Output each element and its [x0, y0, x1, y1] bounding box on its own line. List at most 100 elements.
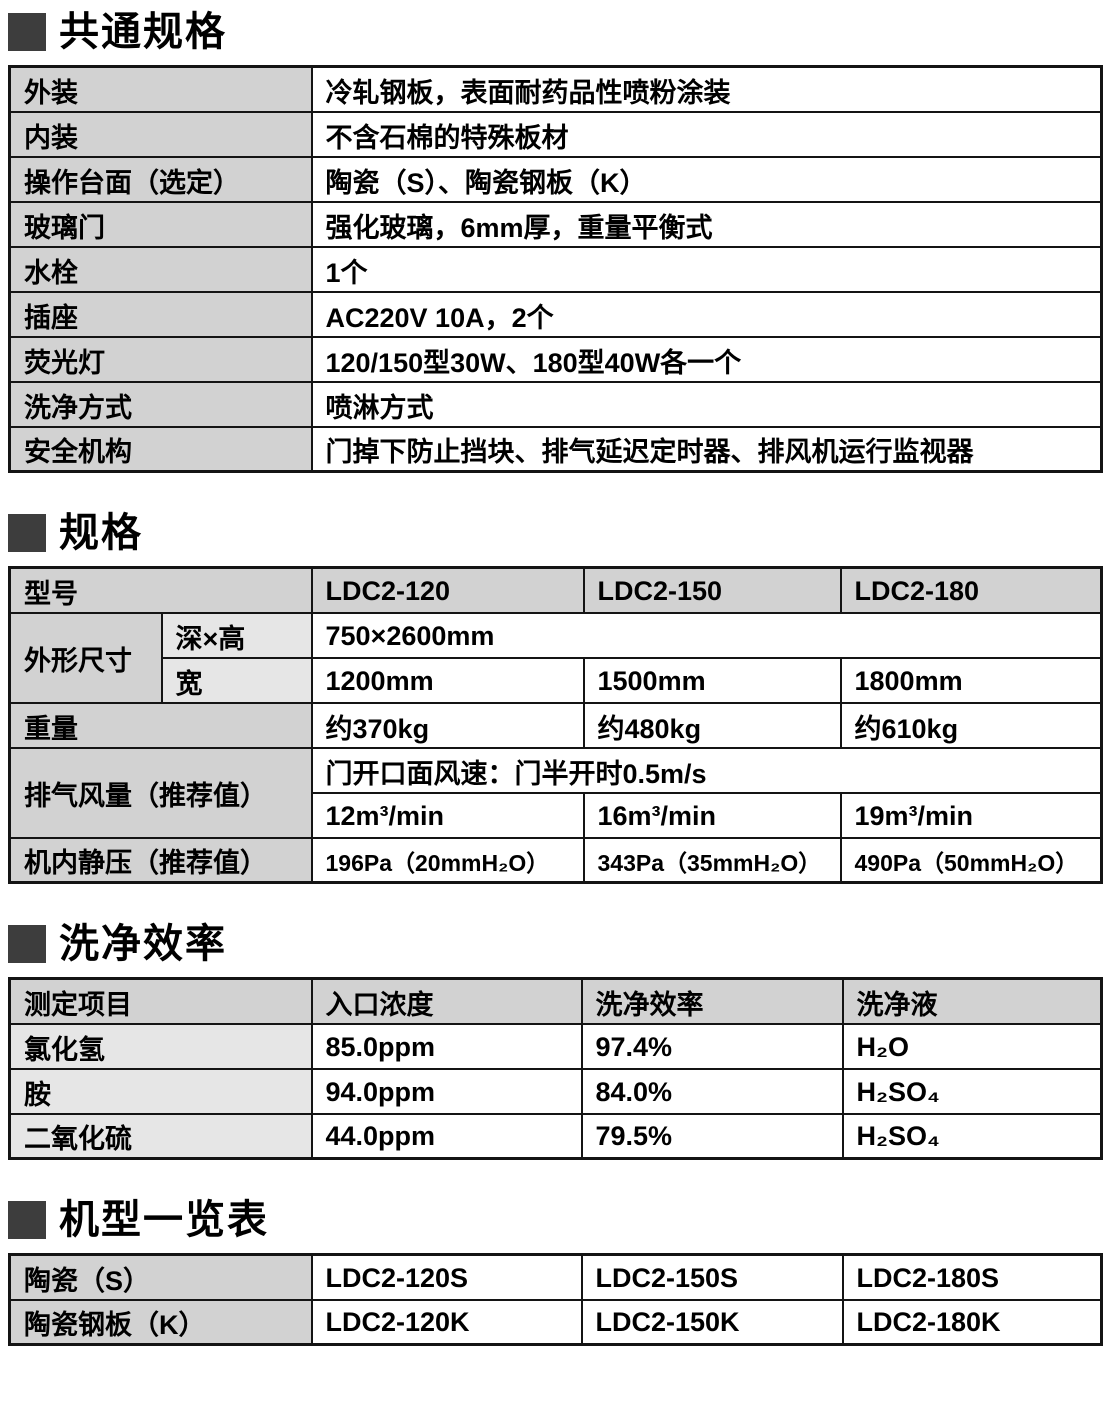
row-label-cell: 机内静压（推荐值） — [8, 836, 313, 884]
section-marker-icon — [8, 1201, 46, 1239]
spec-table: 型号 LDC2-120 LDC2-150 LDC2-180 外形尺寸 深×高 7… — [8, 566, 1103, 884]
table-row: 陶瓷钢板（K） LDC2-120K LDC2-150K LDC2-180K — [8, 1298, 1103, 1346]
row-value-cell: 1500mm — [582, 656, 842, 704]
row-value-cell: H₂SO₄ — [841, 1067, 1103, 1115]
section-title: 机型一览表 — [59, 1198, 269, 1242]
column-header-cell: 入口浓度 — [310, 977, 583, 1025]
sub-label-cell: 宽 — [160, 656, 313, 704]
row-label-cell: 洗净方式 — [8, 380, 313, 428]
row-label-cell: 荧光灯 — [8, 335, 313, 383]
row-value-cell: 约610kg — [839, 701, 1103, 749]
row-label-cell: 陶瓷（S） — [8, 1253, 313, 1301]
exhaust-note-cell: 门开口面风速：门半开时0.5m/s — [310, 746, 1103, 794]
row-value-cell: 门掉下防止挡块、排气延迟定时器、排风机运行监视器 — [310, 425, 1103, 473]
row-label-cell: 安全机构 — [8, 425, 313, 473]
table-row: 洗净方式 喷淋方式 — [8, 380, 1103, 428]
table-row: 荧光灯 120/150型30W、180型40W各一个 — [8, 335, 1103, 383]
model-list-table: 陶瓷（S） LDC2-120S LDC2-150S LDC2-180S 陶瓷钢板… — [8, 1253, 1103, 1346]
washing-efficiency-table: 测定项目 入口浓度 洗净效率 洗净液 氯化氢 85.0ppm 97.4% H₂O… — [8, 977, 1103, 1160]
row-value-cell: 196Pa（20mmH₂O） — [310, 836, 585, 884]
table-row: 型号 LDC2-120 LDC2-150 LDC2-180 — [8, 566, 1103, 614]
section-marker-icon — [8, 925, 46, 963]
row-label-cell: 重量 — [8, 701, 313, 749]
row-value-cell: 约370kg — [310, 701, 585, 749]
section-header-models: 机型一览表 — [8, 1198, 1103, 1242]
table-row: 陶瓷（S） LDC2-120S LDC2-150S LDC2-180S — [8, 1253, 1103, 1301]
row-value-cell: H₂O — [841, 1022, 1103, 1070]
row-value-cell: 喷淋方式 — [310, 380, 1103, 428]
row-label-cell: 外形尺寸 — [8, 611, 163, 704]
model-name-cell: LDC2-150 — [582, 566, 842, 614]
row-value-cell: 强化玻璃，6mm厚，重量平衡式 — [310, 200, 1103, 248]
table-row: 玻璃门 强化玻璃，6mm厚，重量平衡式 — [8, 200, 1103, 248]
section-header-washing: 洗净效率 — [8, 922, 1103, 966]
row-value-cell: 85.0ppm — [310, 1022, 583, 1070]
section-header-spec: 规格 — [8, 511, 1103, 555]
model-name-cell: LDC2-120 — [310, 566, 585, 614]
table-row: 重量 约370kg 约480kg 约610kg — [8, 701, 1103, 749]
row-value-cell: 陶瓷（S）、陶瓷钢板（K） — [310, 155, 1103, 203]
row-label-cell: 外装 — [8, 65, 313, 113]
row-label-cell: 排气风量（推荐值） — [8, 746, 313, 839]
row-value-cell: 750×2600mm — [310, 611, 1103, 659]
row-label-cell: 陶瓷钢板（K） — [8, 1298, 313, 1346]
section-title: 规格 — [59, 511, 143, 555]
model-code-cell: LDC2-180S — [841, 1253, 1103, 1301]
row-value-cell: 冷轧钢板，表面耐药品性喷粉涂装 — [310, 65, 1103, 113]
row-value-cell: 16m³/min — [582, 791, 842, 839]
row-value-cell: 1800mm — [839, 656, 1103, 704]
table-row: 氯化氢 85.0ppm 97.4% H₂O — [8, 1022, 1103, 1070]
row-value-cell: 约480kg — [582, 701, 842, 749]
model-header-cell: 型号 — [8, 566, 313, 614]
common-spec-table: 外装 冷轧钢板，表面耐药品性喷粉涂装 内装 不含石棉的特殊板材 操作台面（选定）… — [8, 65, 1103, 473]
table-row: 胺 94.0ppm 84.0% H₂SO₄ — [8, 1067, 1103, 1115]
column-header-cell: 测定项目 — [8, 977, 313, 1025]
row-value-cell: 19m³/min — [839, 791, 1103, 839]
row-label-cell: 操作台面（选定） — [8, 155, 313, 203]
column-header-cell: 洗净液 — [841, 977, 1103, 1025]
row-value-cell: 79.5% — [580, 1112, 844, 1160]
model-name-cell: LDC2-180 — [839, 566, 1103, 614]
model-code-cell: LDC2-120K — [310, 1298, 583, 1346]
table-row: 排气风量（推荐值） 门开口面风速：门半开时0.5m/s — [8, 746, 1103, 839]
model-code-cell: LDC2-120S — [310, 1253, 583, 1301]
table-row: 水栓 1个 — [8, 245, 1103, 293]
table-row: 宽 1200mm 1500mm 1800mm — [10, 656, 1103, 704]
table-row: 插座 AC220V 10A，2个 — [8, 290, 1103, 338]
row-value-cell: 490Pa（50mmH₂O） — [839, 836, 1103, 884]
table-row: 机内静压（推荐值） 196Pa（20mmH₂O） 343Pa（35mmH₂O） … — [8, 836, 1103, 884]
table-header-row: 测定项目 入口浓度 洗净效率 洗净液 — [8, 977, 1103, 1025]
model-code-cell: LDC2-150K — [580, 1298, 844, 1346]
section-marker-icon — [8, 514, 46, 552]
row-label-cell: 氯化氢 — [8, 1022, 313, 1070]
row-value-cell: 1200mm — [310, 656, 585, 704]
row-value-cell: 97.4% — [580, 1022, 844, 1070]
section-title: 共通规格 — [59, 10, 227, 54]
row-value-cell: AC220V 10A，2个 — [310, 290, 1103, 338]
row-label-cell: 玻璃门 — [8, 200, 313, 248]
table-row: 外形尺寸 深×高 750×2600mm — [8, 611, 1103, 704]
model-code-cell: LDC2-180K — [841, 1298, 1103, 1346]
row-value-cell: 343Pa（35mmH₂O） — [582, 836, 842, 884]
table-row: 12m³/min 16m³/min 19m³/min — [10, 791, 1103, 839]
sub-label-cell: 深×高 — [160, 611, 313, 659]
row-label-cell: 插座 — [8, 290, 313, 338]
row-value-cell: 84.0% — [580, 1067, 844, 1115]
row-value-cell: 44.0ppm — [310, 1112, 583, 1160]
section-header-common: 共通规格 — [8, 10, 1103, 54]
table-row: 二氧化硫 44.0ppm 79.5% H₂SO₄ — [8, 1112, 1103, 1160]
section-marker-icon — [8, 13, 46, 51]
row-label-cell: 水栓 — [8, 245, 313, 293]
spec-sheet-page: 共通规格 外装 冷轧钢板，表面耐药品性喷粉涂装 内装 不含石棉的特殊板材 操作台… — [8, 10, 1103, 1346]
row-value-cell: 12m³/min — [310, 791, 585, 839]
table-row: 操作台面（选定） 陶瓷（S）、陶瓷钢板（K） — [8, 155, 1103, 203]
row-value-cell: H₂SO₄ — [841, 1112, 1103, 1160]
row-value-cell: 1个 — [310, 245, 1103, 293]
column-header-cell: 洗净效率 — [580, 977, 844, 1025]
model-code-cell: LDC2-150S — [580, 1253, 844, 1301]
section-title: 洗净效率 — [59, 922, 227, 966]
table-row: 外装 冷轧钢板，表面耐药品性喷粉涂装 — [8, 65, 1103, 113]
table-row: 安全机构 门掉下防止挡块、排气延迟定时器、排风机运行监视器 — [8, 425, 1103, 473]
row-label-cell: 内装 — [8, 110, 313, 158]
row-label-cell: 二氧化硫 — [8, 1112, 313, 1160]
